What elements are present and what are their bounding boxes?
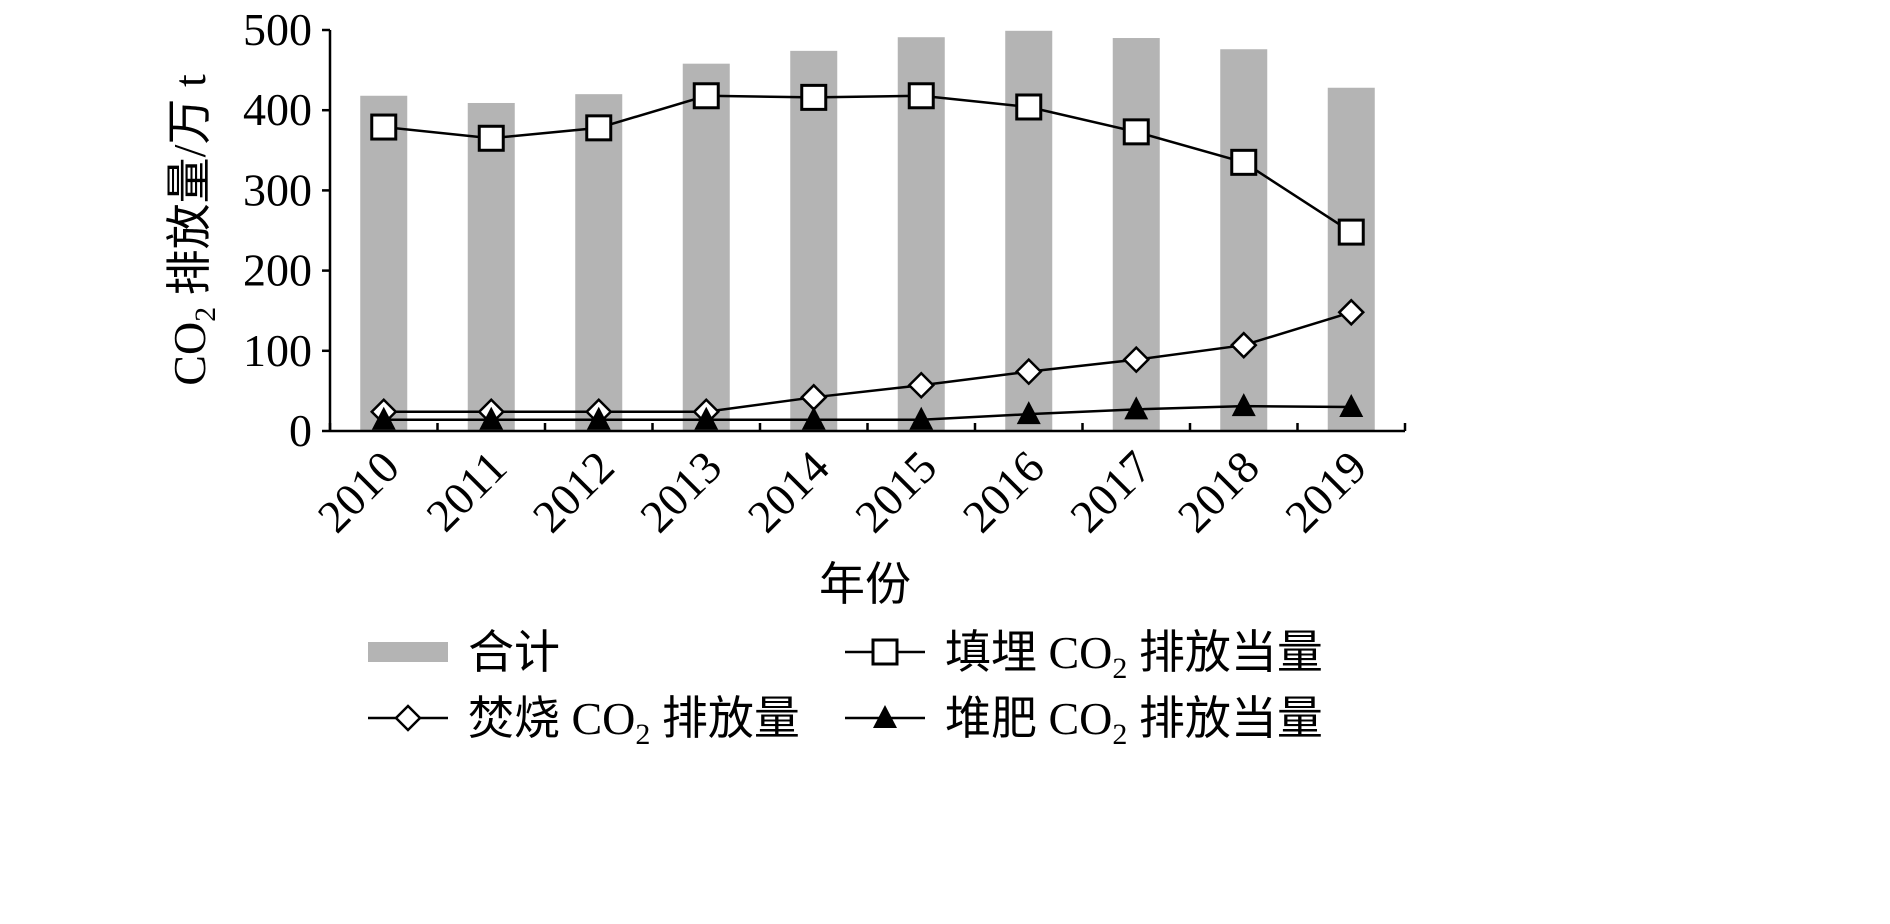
- legend-item: 堆肥 CO2 排放当量: [845, 693, 1323, 751]
- bar-2011: [467, 102, 515, 432]
- legend-label: 填埋 CO2 排放当量: [945, 627, 1323, 685]
- legend-item: 填埋 CO2 排放当量: [845, 627, 1323, 685]
- y-tick-label: 300: [243, 164, 312, 215]
- y-tick-label: 100: [243, 325, 312, 376]
- x-tick-label: 2013: [630, 441, 731, 542]
- y-axis-title-part: 排放量/万 t: [164, 74, 215, 307]
- triangle-marker: [1124, 396, 1149, 420]
- y-axis-title-part: CO: [164, 322, 215, 386]
- legend-item: 合计: [368, 627, 560, 678]
- y-axis-title: CO2 排放量/万 t: [164, 74, 222, 386]
- triangle-marker: [909, 406, 934, 430]
- series-line: [383, 404, 1352, 422]
- x-tick-label: 2015: [845, 441, 946, 542]
- legend-label-subscript: 2: [1112, 652, 1127, 685]
- legend-label-part: 焚烧 CO: [468, 693, 635, 744]
- legend-swatch: [368, 642, 448, 662]
- legend-label-part: 填埋 CO: [945, 627, 1112, 678]
- triangle-marker: [1231, 393, 1256, 417]
- x-tick-label: 2010: [308, 441, 409, 542]
- x-tick-label: 2016: [953, 441, 1054, 542]
- triangle-marker: [1016, 401, 1041, 425]
- legend-label-part: 合计: [468, 627, 560, 678]
- legend-label-part: 排放量: [650, 693, 800, 744]
- square-marker: [1015, 93, 1043, 121]
- triangle-marker: [479, 406, 504, 430]
- diamond-marker: [1229, 331, 1258, 359]
- legend-label-part: 堆肥 CO: [945, 693, 1112, 744]
- diamond-marker: [1014, 357, 1043, 386]
- x-tick-label: 2014: [738, 441, 839, 542]
- legend-label: 堆肥 CO2 排放当量: [945, 693, 1323, 751]
- bar-2010: [360, 95, 408, 431]
- legend-label-subscript: 2: [635, 718, 650, 751]
- triangle-marker: [1339, 393, 1364, 417]
- legend-label-subscript: 2: [1112, 718, 1127, 751]
- lines-layer: [369, 82, 1366, 430]
- legend-label: 合计: [468, 627, 560, 678]
- diamond-marker: [907, 371, 936, 400]
- legend-item: 焚烧 CO2 排放量: [368, 693, 800, 751]
- triangle-marker: [371, 406, 396, 430]
- triangle-marker: [694, 406, 719, 430]
- series-line: [383, 94, 1352, 234]
- x-tick-label: 2011: [416, 441, 516, 541]
- square-marker: [1230, 148, 1258, 176]
- y-tick-label: 0: [289, 405, 312, 456]
- x-axis-title: 年份: [819, 559, 911, 610]
- square-marker: [1337, 218, 1365, 246]
- bar-2012: [575, 94, 623, 431]
- square-marker: [871, 638, 899, 666]
- series-line: [383, 311, 1352, 414]
- bar-2019: [1327, 87, 1375, 431]
- y-axis-title-subscript: 2: [189, 307, 222, 322]
- bar-2013: [682, 63, 730, 432]
- bar-2014: [790, 50, 838, 432]
- x-tick-label: 2017: [1060, 441, 1161, 542]
- legend-label-part: 排放当量: [1127, 693, 1323, 744]
- triangle-marker: [873, 705, 897, 728]
- diamond-marker: [1337, 298, 1366, 327]
- legend-label-part: 排放当量: [1127, 627, 1323, 678]
- square-marker: [370, 113, 398, 141]
- legend-label: 焚烧 CO2 排放量: [468, 693, 800, 751]
- diamond-marker: [394, 704, 422, 732]
- x-tick-label: 2019: [1275, 441, 1376, 542]
- bar-2018: [1220, 49, 1268, 432]
- square-marker: [692, 82, 720, 110]
- diamond-marker: [1122, 345, 1151, 374]
- square-marker: [477, 124, 505, 152]
- square-marker: [1122, 118, 1150, 146]
- y-tick-label: 400: [243, 84, 312, 135]
- triangle-marker: [801, 406, 826, 430]
- x-tick-label: 2018: [1168, 441, 1269, 542]
- square-marker: [907, 82, 935, 110]
- y-tick-label: 500: [243, 4, 312, 55]
- square-marker: [800, 83, 828, 111]
- triangle-marker: [586, 406, 611, 430]
- axes-layer: [322, 28, 1407, 433]
- bars-layer: [360, 30, 1375, 432]
- square-marker: [585, 114, 613, 142]
- x-tick-label: 2012: [523, 441, 624, 542]
- y-tick-label: 200: [243, 245, 312, 296]
